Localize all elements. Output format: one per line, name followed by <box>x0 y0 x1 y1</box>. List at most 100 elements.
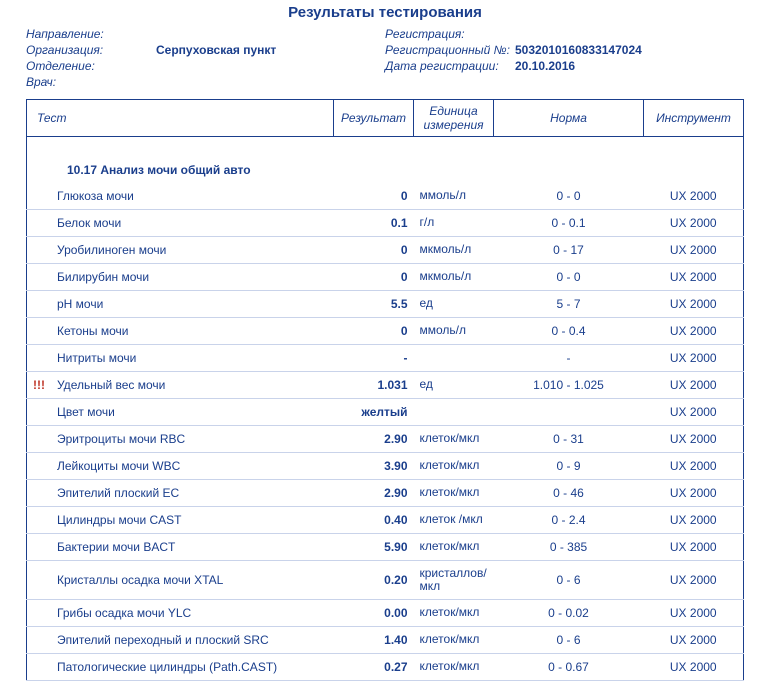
table-row: Грибы осадка мочи YLC0.00клеток/мкл0 - 0… <box>27 599 744 626</box>
row-flag <box>27 560 52 599</box>
row-result: 5.5 <box>334 290 414 317</box>
row-test-name: Цвет мочи <box>51 398 334 425</box>
row-unit: клеток/мкл <box>414 452 494 479</box>
row-instrument: UX 2000 <box>644 398 744 425</box>
row-flag <box>27 344 52 371</box>
row-norm: 0 - 31 <box>494 425 644 452</box>
row-test-name: Патологические цилиндры (Path.CAST) <box>51 653 334 680</box>
org-label: Организация: <box>26 43 156 57</box>
row-flag <box>27 290 52 317</box>
row-test-name: Кристаллы осадка мочи XTAL <box>51 560 334 599</box>
regno-label: Регистрационный №: <box>385 43 515 57</box>
row-norm: 5 - 7 <box>494 290 644 317</box>
doctor-label: Врач: <box>26 75 156 89</box>
table-row: Эритроциты мочи RBC2.90клеток/мкл0 - 31U… <box>27 425 744 452</box>
table-row: Кристаллы осадка мочи XTAL0.20кристаллов… <box>27 560 744 599</box>
row-result: 5.90 <box>334 533 414 560</box>
row-instrument: UX 2000 <box>644 533 744 560</box>
row-result: 3.90 <box>334 452 414 479</box>
row-instrument: UX 2000 <box>644 653 744 680</box>
row-flag: !!! <box>27 371 52 398</box>
row-test-name: Кетоны мочи <box>51 317 334 344</box>
row-result: 1.40 <box>334 626 414 653</box>
row-result: желтый <box>334 398 414 425</box>
row-flag <box>27 263 52 290</box>
col-norm: Норма <box>494 100 644 137</box>
row-result: 0.20 <box>334 560 414 599</box>
row-test-name: Эпителий переходный и плоский SRC <box>51 626 334 653</box>
table-row: Глюкоза мочи0ммоль/л0 - 0UX 2000 <box>27 183 744 210</box>
row-unit: клеток /мкл <box>414 506 494 533</box>
row-test-name: Билирубин мочи <box>51 263 334 290</box>
col-result: Результат <box>334 100 414 137</box>
table-row: Белок мочи0.1г/л0 - 0.1UX 2000 <box>27 209 744 236</box>
row-result: 0.27 <box>334 653 414 680</box>
row-unit: ммоль/л <box>414 183 494 210</box>
row-flag <box>27 626 52 653</box>
row-instrument: UX 2000 <box>644 290 744 317</box>
row-unit: клеток/мкл <box>414 479 494 506</box>
results-table: Тест Результат Единица измерения Норма И… <box>26 99 744 681</box>
table-row: Цилиндры мочи CAST0.40клеток /мкл0 - 2.4… <box>27 506 744 533</box>
row-norm: 0 - 0.67 <box>494 653 644 680</box>
col-instr: Инструмент <box>644 100 744 137</box>
row-test-name: Цилиндры мочи CAST <box>51 506 334 533</box>
row-test-name: Белок мочи <box>51 209 334 236</box>
row-unit: ед <box>414 290 494 317</box>
row-result: 0.40 <box>334 506 414 533</box>
col-test: Тест <box>27 100 334 137</box>
row-test-name: pH мочи <box>51 290 334 317</box>
table-row: pH мочи5.5ед5 - 7UX 2000 <box>27 290 744 317</box>
table-row: Цвет мочижелтый UX 2000 <box>27 398 744 425</box>
row-norm: 0 - 17 <box>494 236 644 263</box>
row-norm: 0 - 0.1 <box>494 209 644 236</box>
row-norm: 0 - 6 <box>494 560 644 599</box>
row-norm <box>494 398 644 425</box>
table-row: Кетоны мочи0ммоль/л0 - 0.4UX 2000 <box>27 317 744 344</box>
regdate-label: Дата регистрации: <box>385 59 515 73</box>
row-instrument: UX 2000 <box>644 209 744 236</box>
row-instrument: UX 2000 <box>644 506 744 533</box>
row-norm: 0 - 385 <box>494 533 644 560</box>
row-unit: мкмоль/л <box>414 263 494 290</box>
row-unit: клеток/мкл <box>414 626 494 653</box>
row-flag <box>27 398 52 425</box>
row-norm: 0 - 0.02 <box>494 599 644 626</box>
table-row: Нитриты мочи--UX 2000 <box>27 344 744 371</box>
row-instrument: UX 2000 <box>644 425 744 452</box>
row-flag <box>27 533 52 560</box>
row-unit: клеток/мкл <box>414 533 494 560</box>
row-unit: мкмоль/л <box>414 236 494 263</box>
row-norm: 0 - 0.4 <box>494 317 644 344</box>
row-result: 0 <box>334 263 414 290</box>
row-unit: кристаллов/мкл <box>414 560 494 599</box>
row-instrument: UX 2000 <box>644 452 744 479</box>
table-row: !!!Удельный вес мочи1.031ед1.010 - 1.025… <box>27 371 744 398</box>
row-result: 0 <box>334 183 414 210</box>
table-row: Билирубин мочи0мкмоль/л0 - 0UX 2000 <box>27 263 744 290</box>
row-unit: клеток/мкл <box>414 599 494 626</box>
row-instrument: UX 2000 <box>644 317 744 344</box>
row-flag <box>27 653 52 680</box>
row-norm: 0 - 0 <box>494 183 644 210</box>
row-norm: 0 - 6 <box>494 626 644 653</box>
header-block: Направление: Организация: Серпуховская п… <box>26 27 744 91</box>
table-row: Патологические цилиндры (Path.CAST)0.27к… <box>27 653 744 680</box>
row-instrument: UX 2000 <box>644 183 744 210</box>
row-result: 2.90 <box>334 479 414 506</box>
row-flag <box>27 317 52 344</box>
row-flag <box>27 506 52 533</box>
row-unit: г/л <box>414 209 494 236</box>
row-unit <box>414 344 494 371</box>
table-row: Бактерии мочи BACT5.90клеток/мкл0 - 385U… <box>27 533 744 560</box>
row-instrument: UX 2000 <box>644 479 744 506</box>
table-row: Лейкоциты мочи WBC3.90клеток/мкл0 - 9UX … <box>27 452 744 479</box>
row-result: 1.031 <box>334 371 414 398</box>
row-norm: 0 - 46 <box>494 479 644 506</box>
row-flag <box>27 236 52 263</box>
row-test-name: Удельный вес мочи <box>51 371 334 398</box>
page-title: Результаты тестирования <box>26 4 744 21</box>
row-result: 2.90 <box>334 425 414 452</box>
row-unit: клеток/мкл <box>414 425 494 452</box>
row-test-name: Нитриты мочи <box>51 344 334 371</box>
